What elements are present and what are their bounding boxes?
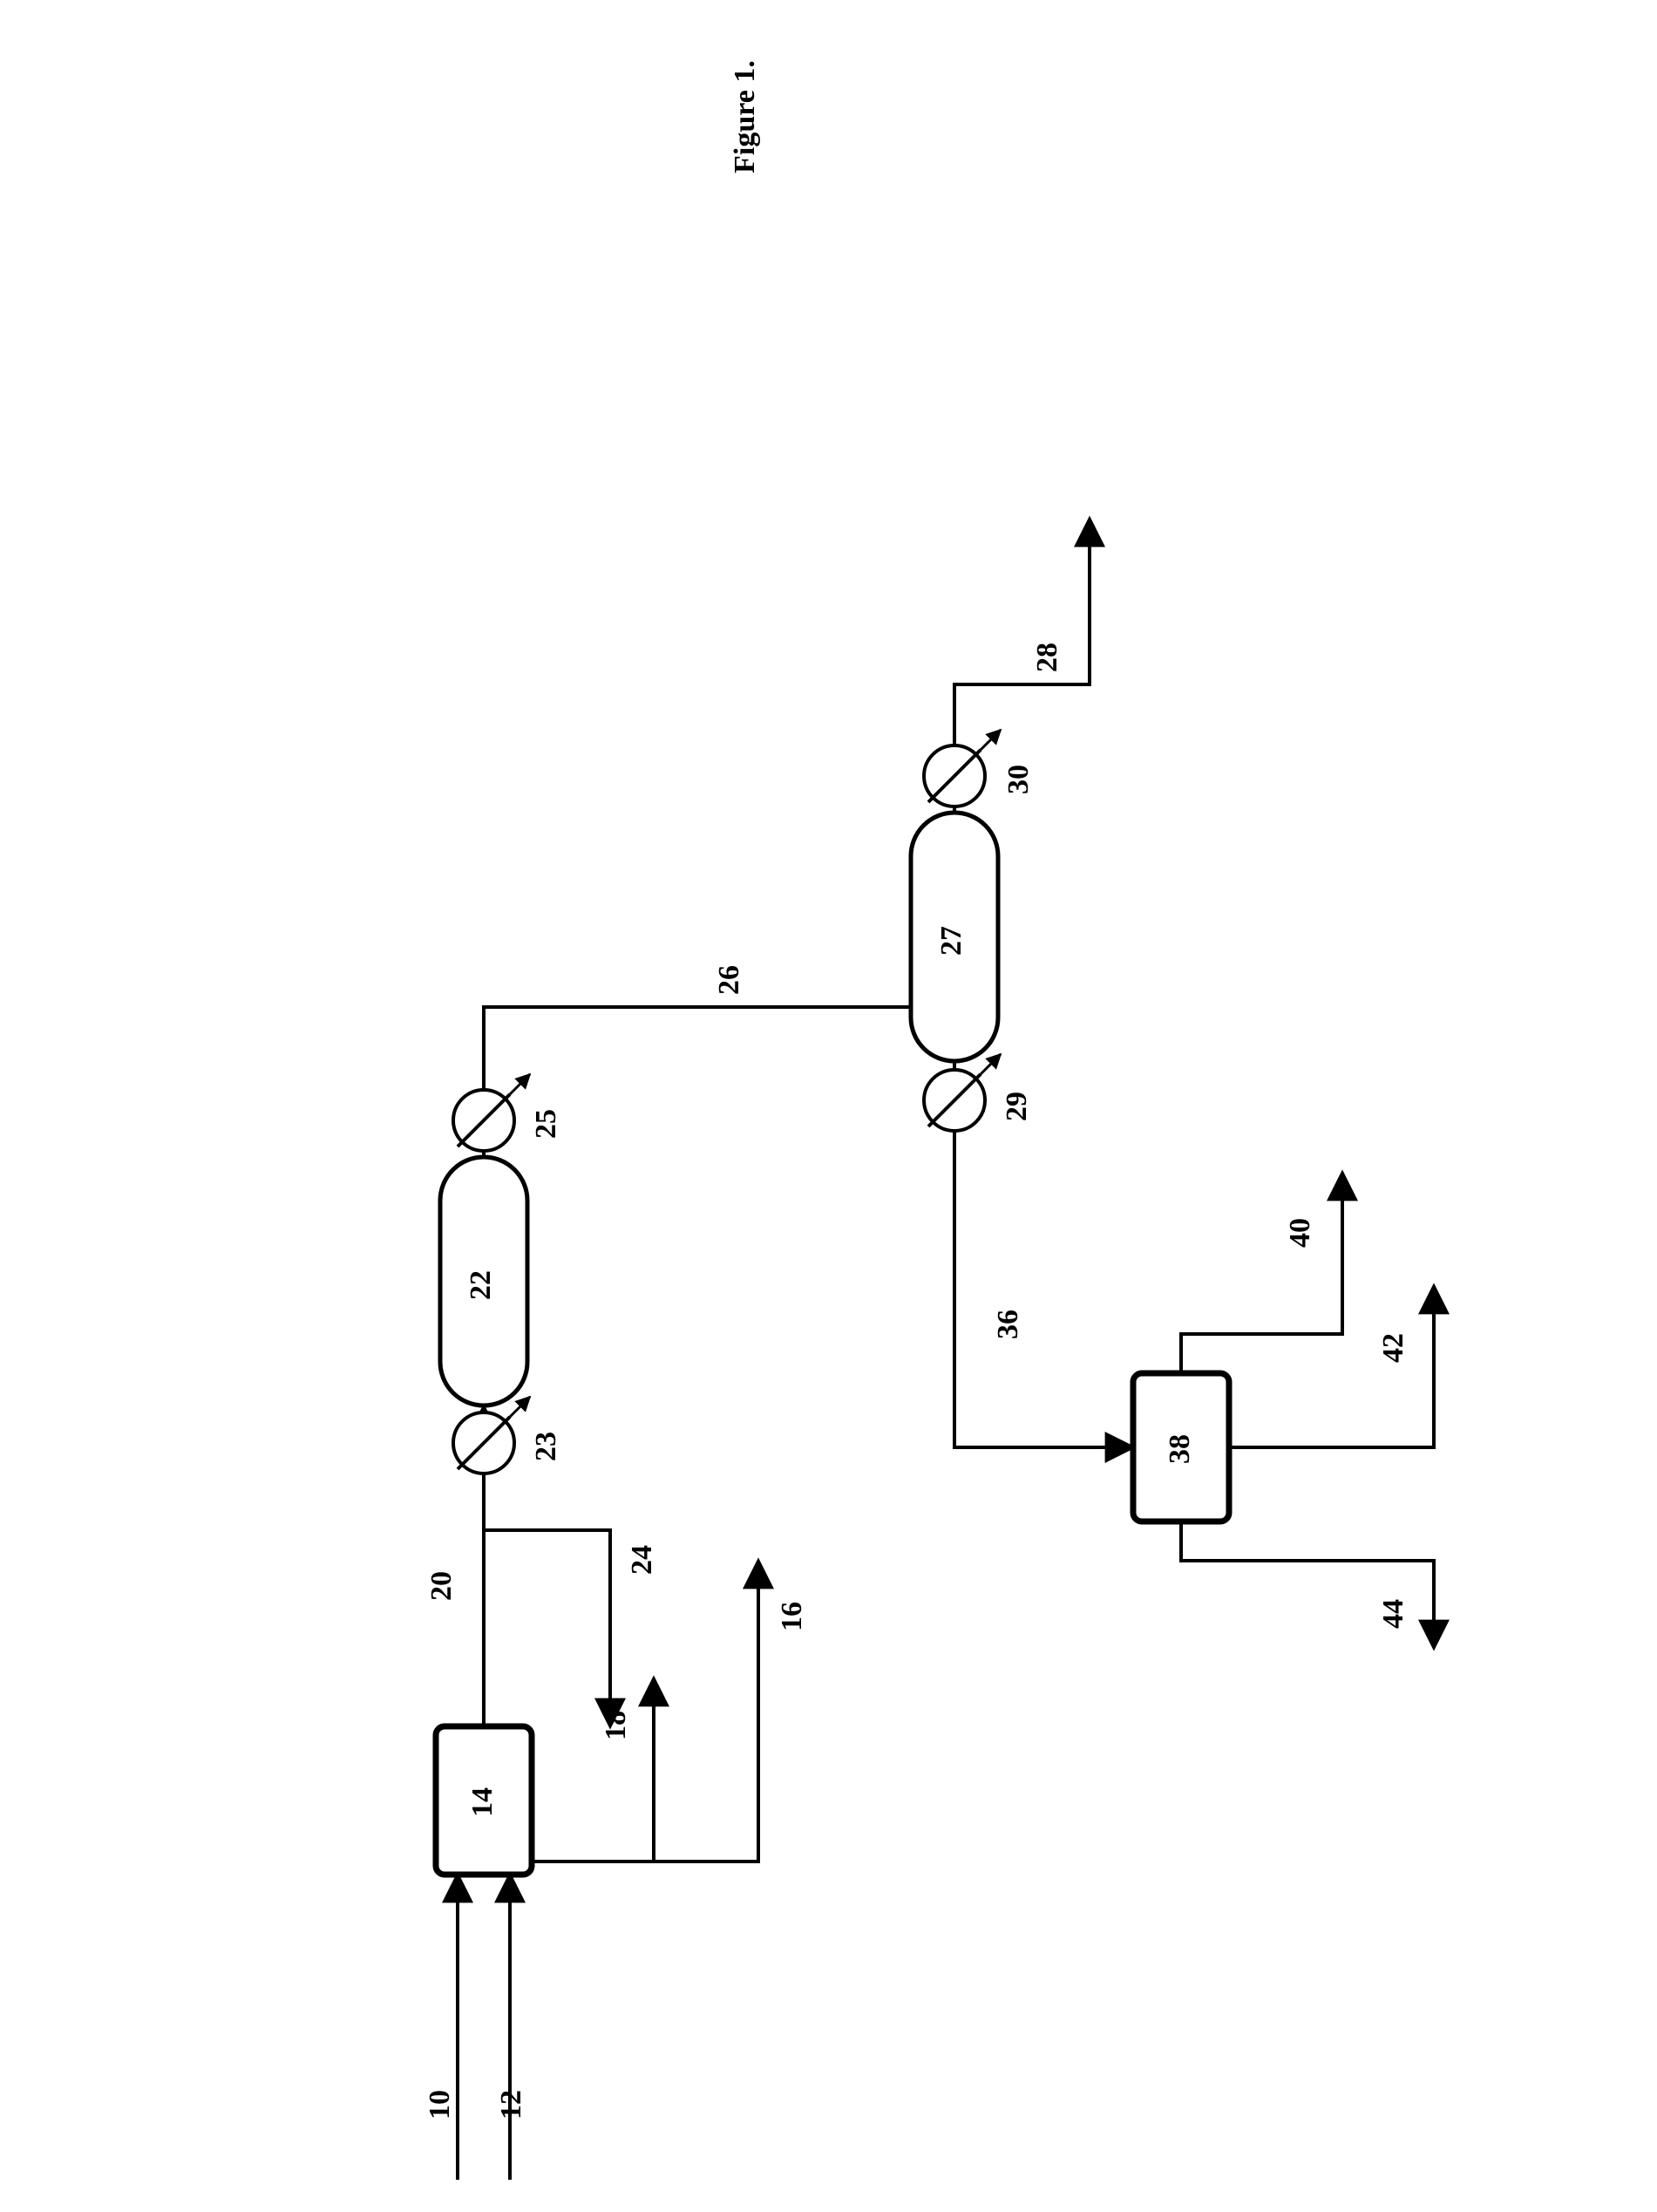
stream-42 [1229,1286,1434,1447]
stream-16 [532,1561,758,1861]
label-36: 36 [992,1310,1025,1339]
condenser-25 [453,1074,530,1151]
label-27: 27 [935,926,968,956]
reboiler-23 [453,1397,530,1474]
reboiler-29 [924,1054,1001,1131]
label-23: 23 [530,1432,563,1461]
label-30: 30 [1002,765,1036,794]
label-29: 29 [1001,1092,1034,1121]
label-18: 18 [600,1711,633,1740]
label-16: 16 [776,1602,809,1631]
label-24: 24 [626,1545,659,1575]
label-14: 14 [466,1787,499,1817]
stream-24-return [484,1474,610,1726]
stream-36 [954,1131,1133,1447]
label-28: 28 [1031,643,1064,672]
figure-title: Figure 1. [729,60,762,174]
stream-44 [1181,1521,1434,1648]
label-12: 12 [495,2090,528,2120]
label-38: 38 [1164,1434,1197,1464]
label-40: 40 [1284,1218,1317,1248]
process-diagram [0,0,1657,2212]
label-10: 10 [424,2090,457,2120]
label-42: 42 [1377,1333,1410,1363]
page: Figure 1. 10 12 14 16 18 20 22 23 24 25 … [0,0,1657,2212]
stream-40 [1181,1173,1342,1373]
label-25: 25 [530,1109,563,1139]
stream-26 [484,1007,954,1090]
condenser-30 [924,730,1001,807]
stream-28 [954,519,1090,745]
label-26: 26 [713,965,746,995]
label-44: 44 [1377,1599,1410,1629]
label-22: 22 [465,1270,498,1300]
label-20: 20 [425,1571,458,1601]
